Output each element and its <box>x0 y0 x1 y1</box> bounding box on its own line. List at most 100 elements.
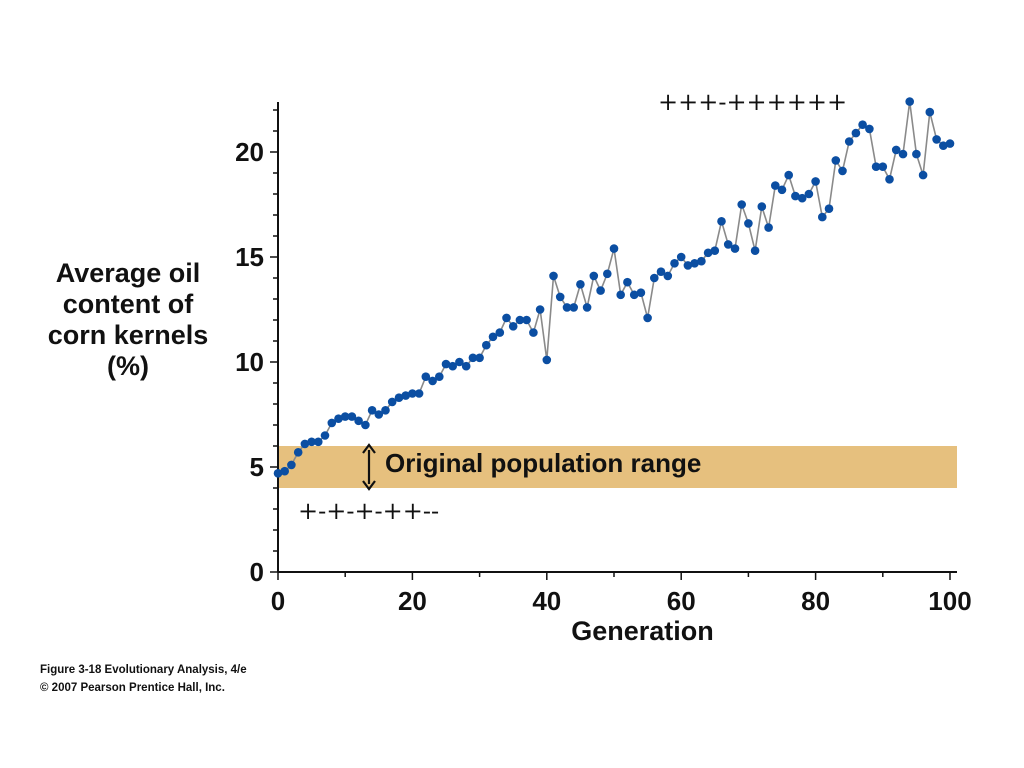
data-point <box>811 177 820 186</box>
y-tick-label: 10 <box>235 347 264 377</box>
data-point <box>515 315 525 325</box>
data-point <box>273 469 283 478</box>
data-point <box>636 288 646 298</box>
data-point <box>723 240 733 249</box>
data-point <box>300 439 310 449</box>
data-point <box>374 410 384 419</box>
x-tick-label: 40 <box>532 586 561 616</box>
data-point <box>871 162 881 171</box>
data-point <box>495 328 505 337</box>
y-tick-label: 5 <box>250 452 264 482</box>
figure-caption: Figure 3-18 Evolutionary Analysis, 4/e ©… <box>40 661 247 697</box>
y-axis-label-line: Average oil <box>55 258 201 288</box>
data-point <box>555 292 565 302</box>
data-point <box>791 191 800 201</box>
data-point <box>797 193 807 203</box>
data-point <box>844 137 854 146</box>
data-point <box>737 200 746 209</box>
y-tick-label: 20 <box>235 137 264 167</box>
data-point <box>777 185 787 195</box>
series-points <box>273 97 955 478</box>
data-point <box>663 271 673 281</box>
data-point <box>468 353 478 363</box>
x-axis-label: Generation <box>571 616 714 646</box>
data-point <box>293 448 303 457</box>
data-point <box>549 271 558 281</box>
data-point <box>441 359 451 369</box>
y-axis-label-line: content of <box>62 289 194 319</box>
data-point <box>831 156 841 165</box>
data-point <box>475 353 484 363</box>
data-point <box>421 372 431 382</box>
data-point <box>717 217 726 226</box>
caption-line: © 2007 Pearson Prentice Hall, Inc. <box>40 682 225 694</box>
data-point <box>569 303 578 312</box>
data-point <box>703 248 713 258</box>
data-point <box>582 303 592 312</box>
x-tick-label: 60 <box>667 586 696 616</box>
data-point <box>314 437 323 447</box>
data-point <box>401 391 411 400</box>
data-point <box>482 340 491 350</box>
data-point <box>656 267 666 277</box>
y-tick-label: 15 <box>235 242 264 272</box>
data-point <box>670 259 679 268</box>
data-point <box>629 290 639 300</box>
data-point <box>387 397 397 407</box>
data-point <box>683 261 693 270</box>
data-point <box>912 149 921 159</box>
x-tick-label: 0 <box>271 586 285 616</box>
data-point <box>925 107 935 117</box>
x-tick-label: 80 <box>801 586 830 616</box>
data-point <box>603 269 612 279</box>
data-point <box>945 139 955 148</box>
data-point <box>428 376 437 386</box>
data-point <box>340 412 350 421</box>
x-tick-label: 20 <box>398 586 427 616</box>
data-point <box>905 97 914 106</box>
data-point <box>354 416 363 426</box>
data-point <box>939 141 948 150</box>
data-point <box>542 355 552 365</box>
data-point <box>522 315 531 325</box>
y-axis-label-line: (%) <box>107 351 149 381</box>
axes: 0 5 10 15 20 0 20 40 60 80 100 <box>235 102 972 616</box>
y-tick-label: 0 <box>250 557 264 587</box>
data-point <box>616 290 625 300</box>
data-point <box>327 418 337 428</box>
caption-line: Figure 3-18 Evolutionary Analysis, 4/e <box>40 664 247 676</box>
data-point <box>414 389 424 398</box>
data-point <box>609 244 619 253</box>
data-point <box>710 246 720 255</box>
data-point <box>408 389 417 398</box>
data-point <box>750 246 760 255</box>
data-point <box>898 149 908 159</box>
data-point <box>488 332 498 342</box>
data-point <box>824 204 834 213</box>
data-point <box>851 128 861 138</box>
data-point <box>918 170 928 180</box>
data-point <box>932 135 941 144</box>
data-point <box>650 273 659 283</box>
y-axis-label: Average oil content of corn kernels (%) <box>18 258 238 382</box>
range-arrow-icon <box>362 443 376 491</box>
data-point <box>508 322 518 331</box>
data-point <box>529 328 538 337</box>
data-point <box>858 120 867 129</box>
data-point <box>730 244 740 253</box>
bottom-marks-annotation: +-+-+-++-- <box>298 497 440 525</box>
data-point <box>804 189 814 199</box>
data-point <box>334 414 343 424</box>
data-point <box>347 412 357 421</box>
data-point <box>589 271 599 281</box>
data-point <box>784 170 793 180</box>
data-point <box>381 406 390 415</box>
data-point <box>280 466 290 476</box>
data-point <box>643 313 652 323</box>
data-point <box>461 361 471 371</box>
data-point <box>838 166 847 176</box>
data-point <box>764 223 773 232</box>
data-point <box>878 162 888 171</box>
original-range-band <box>279 446 957 488</box>
